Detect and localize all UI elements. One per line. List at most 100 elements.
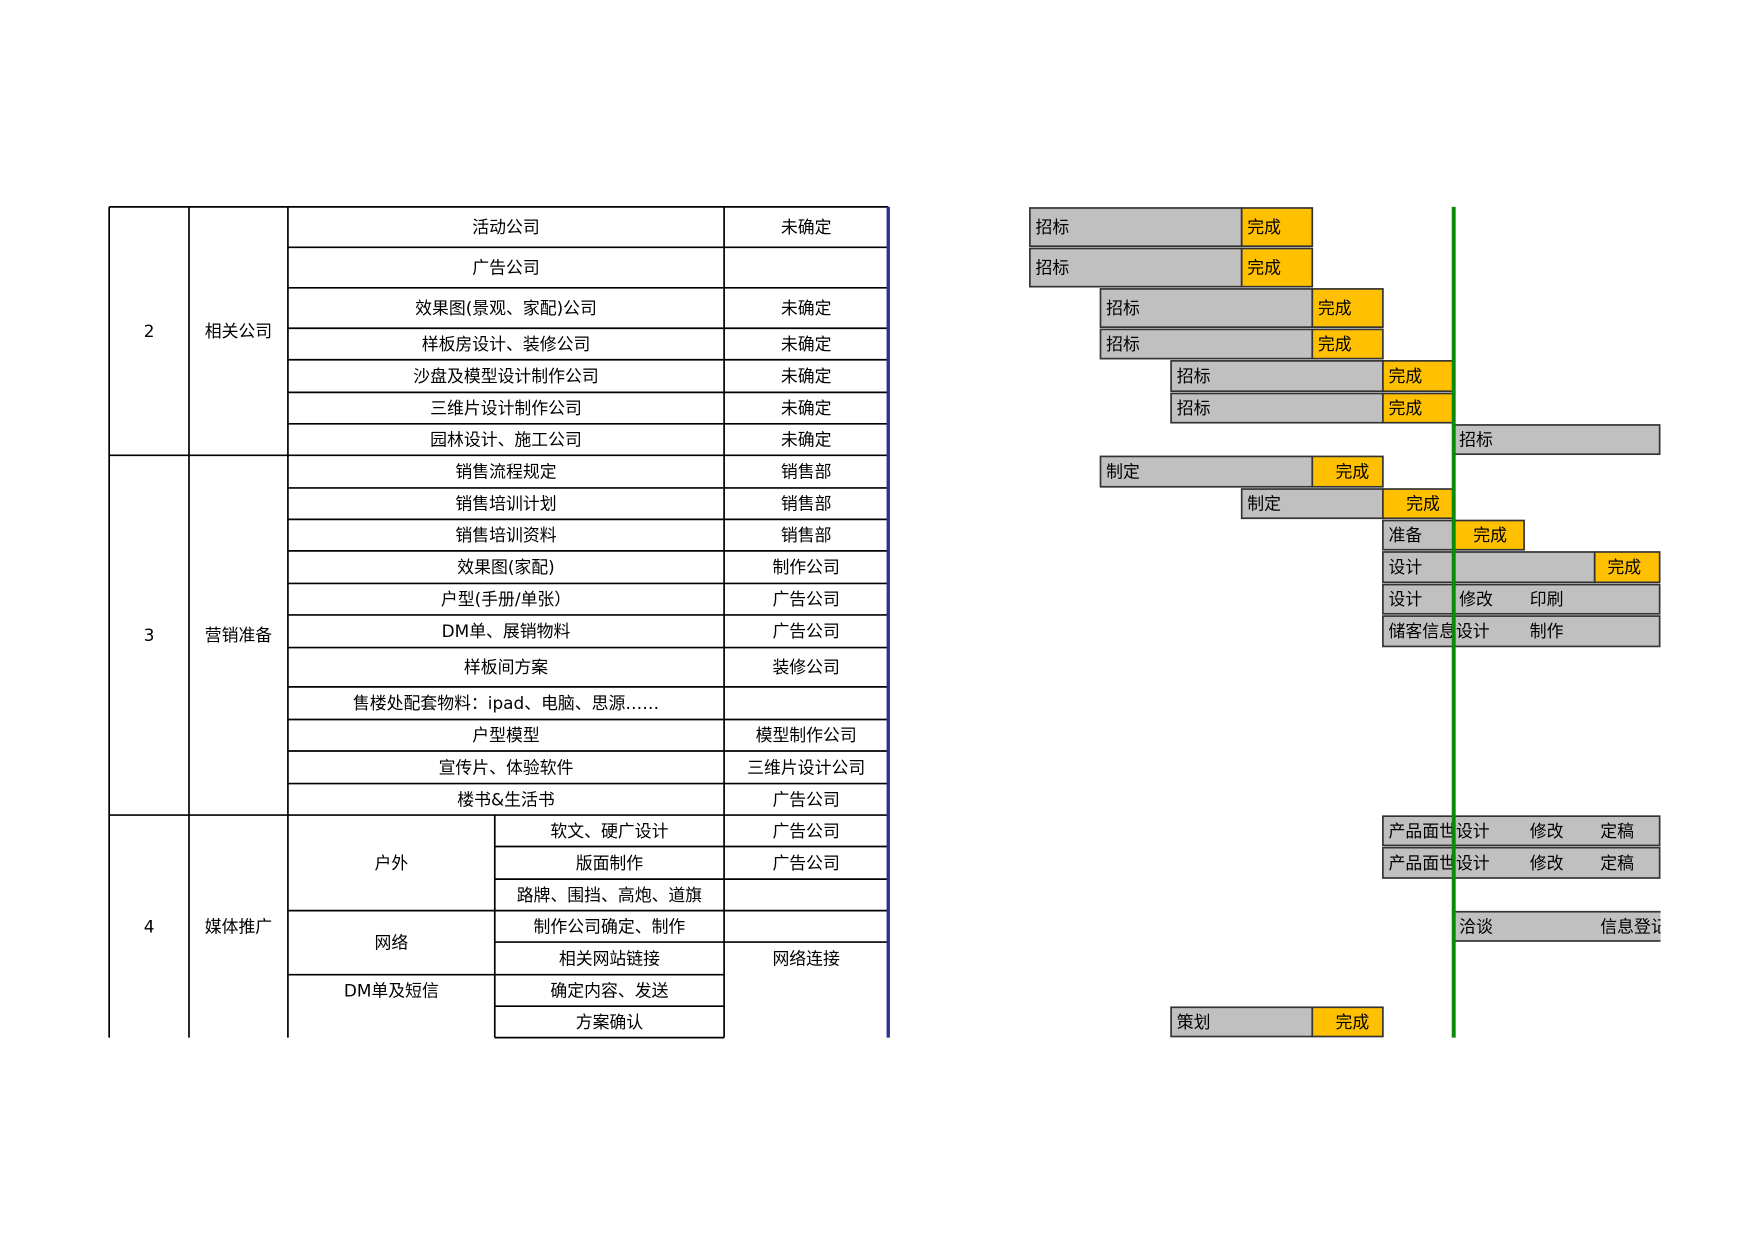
owner: 未确定: [781, 430, 832, 450]
task-name: 销售流程规定: [455, 462, 556, 482]
task-name: 户型模型: [472, 725, 540, 745]
owner: 未确定: [781, 366, 832, 386]
task-bar: [1382, 519, 1455, 551]
bar-label: 储客信息设计: [1389, 621, 1490, 641]
bar-label: 策划: [1177, 1012, 1211, 1032]
owner: 销售部: [781, 494, 832, 514]
bar-label: 完成: [1318, 334, 1352, 354]
owner: 网络连接: [772, 948, 840, 968]
task-name: 三维片设计制作公司: [430, 398, 582, 418]
owner: 广告公司: [772, 853, 839, 873]
bar-label: 制作: [1530, 621, 1564, 641]
task-bar: [1452, 424, 1661, 456]
subgroup-name: 网络: [374, 933, 408, 953]
bar-label: 完成: [1406, 494, 1440, 514]
bar-label: 印刷: [1530, 589, 1564, 609]
task-name: 销售培训计划: [455, 494, 556, 514]
bar-label: 定稿: [1600, 821, 1634, 841]
owner: 未确定: [781, 298, 832, 318]
owner: 销售部: [781, 462, 832, 482]
task-name: 售楼处配套物料：ipad、电脑、思源……: [353, 693, 659, 713]
task-bar: [1382, 583, 1661, 615]
bar-label: 招标: [1459, 430, 1493, 450]
owner: 装修公司: [772, 657, 839, 677]
task-name: 园林设计、施工公司: [430, 430, 582, 450]
owner: 销售部: [781, 525, 832, 545]
bar-label: 完成: [1389, 366, 1423, 386]
owner: 未确定: [781, 398, 832, 418]
section-name: 媒体推广: [205, 916, 272, 936]
owner: 未确定: [781, 334, 832, 354]
bar-label: 完成: [1247, 258, 1281, 278]
owner: 模型制作公司: [756, 725, 857, 745]
bar-label: 招标: [1106, 298, 1140, 318]
done-bar: [1452, 519, 1525, 551]
bar-label: 修改: [1459, 589, 1493, 609]
task-name: 样板间方案: [464, 657, 548, 677]
task-bar: [1099, 328, 1314, 360]
bar-label: 招标: [1036, 258, 1070, 278]
section-name: 营销准备: [205, 625, 273, 645]
bar-label: 完成: [1336, 1012, 1370, 1032]
task-name: 样板房设计、装修公司: [422, 334, 591, 354]
done-bar: [1311, 1006, 1384, 1038]
done-bar: [1240, 247, 1314, 288]
task-name: 活动公司: [472, 217, 539, 237]
task-name: 广告公司: [472, 258, 539, 278]
bar-label: 产品面世设计: [1389, 821, 1490, 841]
section-number: 2: [144, 321, 155, 341]
bar-label: 制定: [1106, 462, 1140, 482]
task-bar: [1382, 615, 1661, 648]
subgroup-name: 户外: [374, 853, 408, 873]
bar-label: 招标: [1106, 334, 1140, 354]
task-bar: [1382, 815, 1661, 847]
owner: 广告公司: [772, 821, 839, 841]
task-bar: [1029, 247, 1243, 288]
bar-label: 招标: [1177, 366, 1211, 386]
done-bar: [1382, 392, 1455, 424]
task-bar: [1099, 288, 1314, 328]
task-name: 路牌、围挡、高炮、道旗: [517, 885, 703, 905]
bar-label: 信息登记: [1600, 916, 1668, 936]
owner: 广告公司: [772, 789, 839, 809]
task-name: 效果图(景观、家配)公司: [415, 298, 597, 318]
task-name: 销售培训资料: [455, 525, 556, 545]
bar-label: 修改: [1530, 853, 1564, 873]
bar-label: 招标: [1036, 217, 1070, 237]
bar-label: 招标: [1177, 398, 1211, 418]
bar-label: 设计: [1389, 589, 1423, 609]
task-name: 沙盘及模型设计制作公司: [413, 366, 598, 386]
task-name: 版面制作: [576, 853, 644, 873]
task-name: 户型(手册/单张）: [441, 589, 571, 609]
bar-label: 完成: [1607, 557, 1641, 577]
task-bar: [1170, 392, 1384, 424]
section-number: 3: [144, 625, 155, 645]
task-name: 软文、硬广设计: [550, 821, 668, 841]
task-bar: [1382, 551, 1596, 584]
done-bar: [1382, 488, 1455, 520]
owner: 广告公司: [772, 589, 839, 609]
subgroup-name: DM单及短信: [344, 980, 439, 1000]
bar-label: 设计: [1389, 557, 1423, 577]
done-bar: [1311, 288, 1384, 328]
owner: 未确定: [781, 217, 832, 237]
task-name: DM单、展销物料: [442, 621, 571, 641]
bar-label: 产品面世设计: [1389, 853, 1490, 873]
task-name: 相关网站链接: [559, 948, 660, 968]
section-number: 4: [144, 916, 155, 936]
owner: 广告公司: [772, 621, 839, 641]
task-name: 效果图(家配): [457, 557, 554, 577]
task-name: 制作公司确定、制作: [534, 916, 686, 936]
section-name: 相关公司: [205, 321, 272, 341]
done-bar: [1311, 455, 1384, 488]
done-bar: [1593, 551, 1661, 584]
bar-label: 完成: [1473, 525, 1507, 545]
bar-label: 完成: [1336, 462, 1370, 482]
done-bar: [1311, 328, 1384, 360]
task-name: 确定内容、发送: [550, 980, 668, 1000]
bar-label: 定稿: [1600, 853, 1634, 873]
